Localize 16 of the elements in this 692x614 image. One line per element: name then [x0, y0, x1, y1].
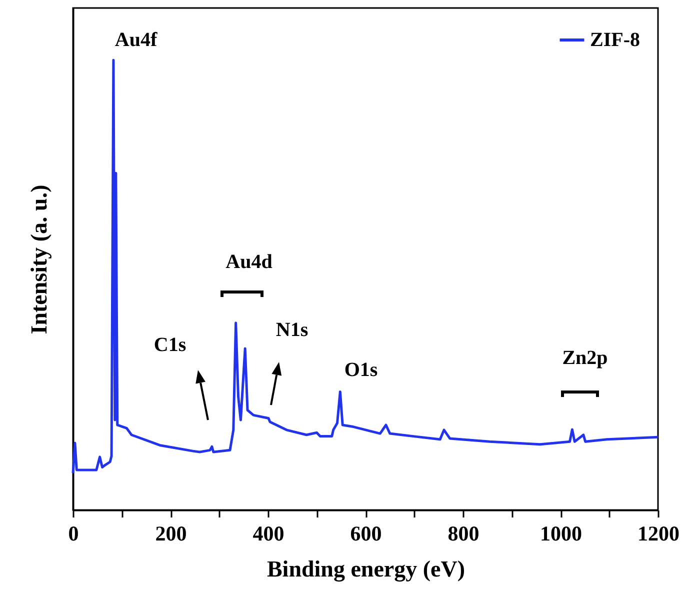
x-tick-label: 1000 — [540, 522, 582, 546]
annotation: Zn2p — [562, 347, 608, 369]
y-axis-title: Intensity (a. u.) — [26, 184, 52, 334]
x-tick-label: 600 — [350, 522, 382, 546]
x-tick-label: 800 — [448, 522, 480, 546]
annotation: O1s — [344, 359, 378, 381]
x-tick-label: 1200 — [638, 522, 680, 546]
annotation: Au4d — [226, 251, 272, 273]
x-tick-label: 0 — [68, 522, 79, 546]
annotation: C1s — [154, 334, 186, 356]
x-tick-label: 200 — [155, 522, 187, 546]
legend-label: ZIF-8 — [590, 29, 640, 51]
text: Au4f — [114, 29, 158, 51]
x-tick-label: 400 — [252, 522, 284, 546]
x-axis-title: Binding energy (eV) — [266, 556, 466, 582]
annotation: N1s — [276, 319, 308, 341]
